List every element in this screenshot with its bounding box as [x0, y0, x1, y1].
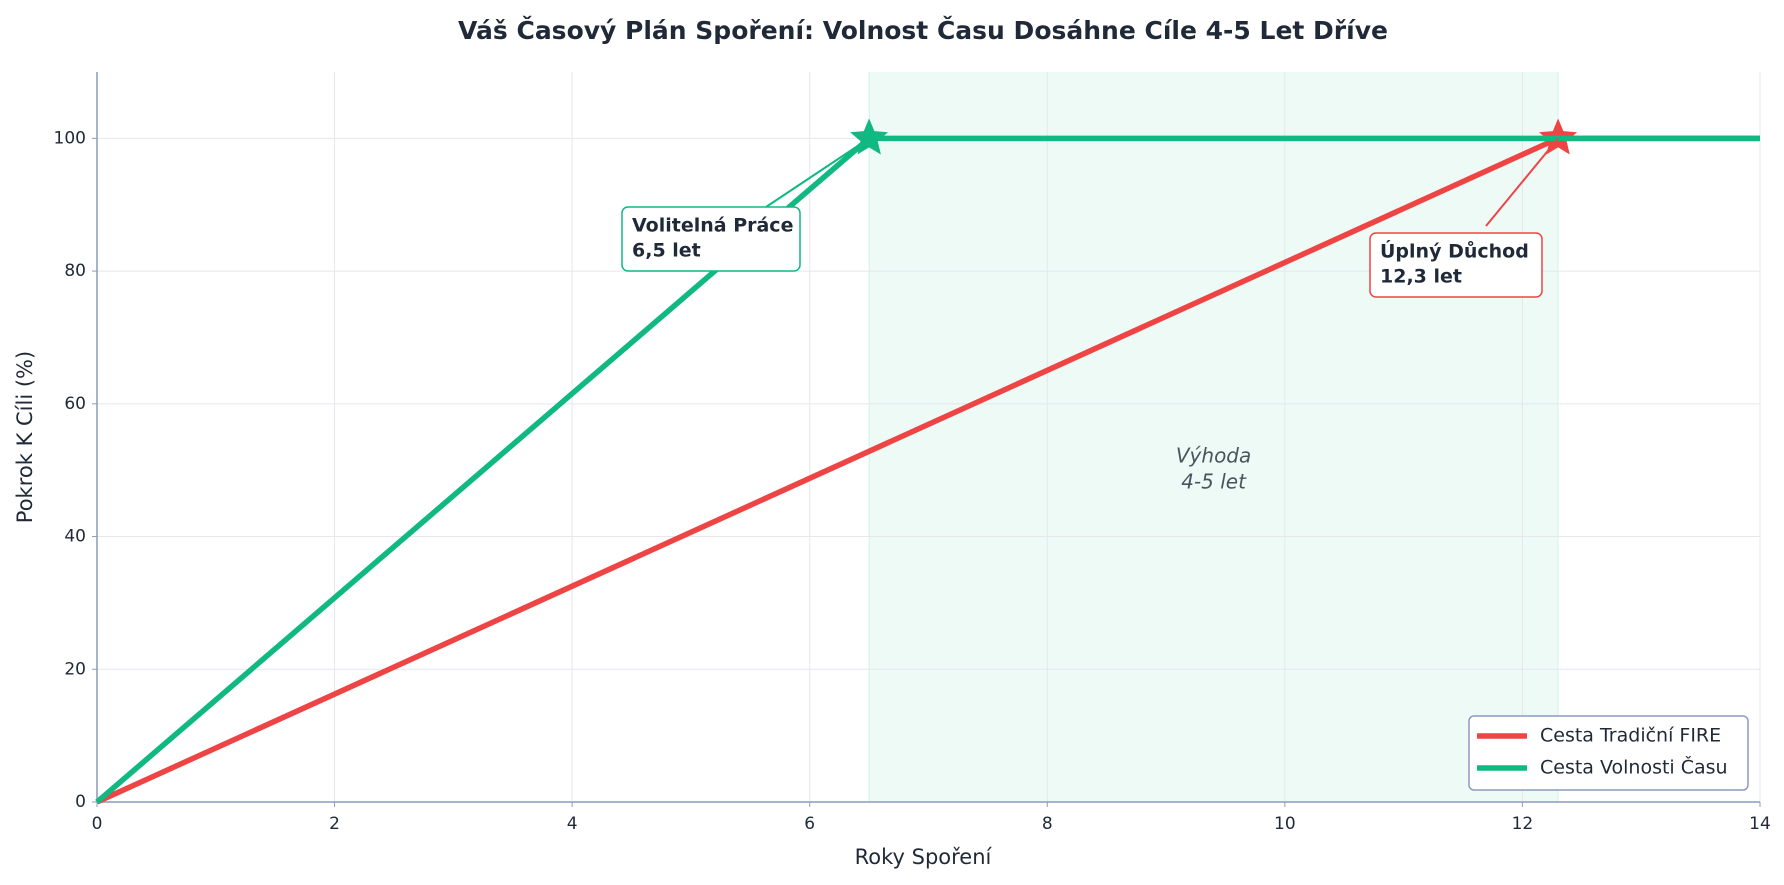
annotation-arrow [1485, 137, 1559, 227]
y-tick-label: 60 [64, 394, 86, 414]
x-axis-label: Roky Spoření [855, 845, 993, 869]
annotation-text: 6,5 let [632, 240, 701, 262]
y-tick-label: 100 [54, 128, 86, 148]
legend-label: Cesta Volnosti Času [1540, 755, 1728, 779]
y-axis-label: Pokrok K Cíli (%) [13, 351, 37, 523]
annotation-box [621, 206, 801, 272]
annotation-text: 12,3 let [1380, 266, 1462, 288]
chart-title: Váš Časový Plán Spoření: Volnost Času Do… [458, 15, 1388, 45]
x-tick-label: 14 [1749, 814, 1771, 834]
legend-label: Cesta Tradiční FIRE [1540, 725, 1721, 747]
annotation-text: Volitelná Práce [632, 215, 793, 237]
x-tick-label: 2 [329, 814, 340, 834]
y-tick-label: 0 [75, 792, 86, 812]
x-tick-label: 12 [1512, 814, 1534, 834]
legend-box [1468, 715, 1749, 791]
y-tick-label: 40 [64, 527, 86, 547]
region-label: Výhoda [1176, 444, 1251, 468]
annotation-arrow [765, 137, 870, 208]
x-tick-label: 4 [567, 814, 578, 834]
y-tick-label: 80 [64, 261, 86, 281]
x-tick-label: 0 [92, 814, 103, 834]
x-tick-label: 8 [1042, 814, 1053, 834]
y-tick-label: 20 [64, 659, 86, 679]
advantage-region [869, 72, 1559, 802]
region-label: 4-5 let [1181, 470, 1247, 494]
x-tick-label: 10 [1274, 814, 1296, 834]
annotation-text: Úplný Důchod [1380, 239, 1529, 263]
x-tick-label: 6 [804, 814, 815, 834]
annotation-box [1369, 232, 1543, 298]
